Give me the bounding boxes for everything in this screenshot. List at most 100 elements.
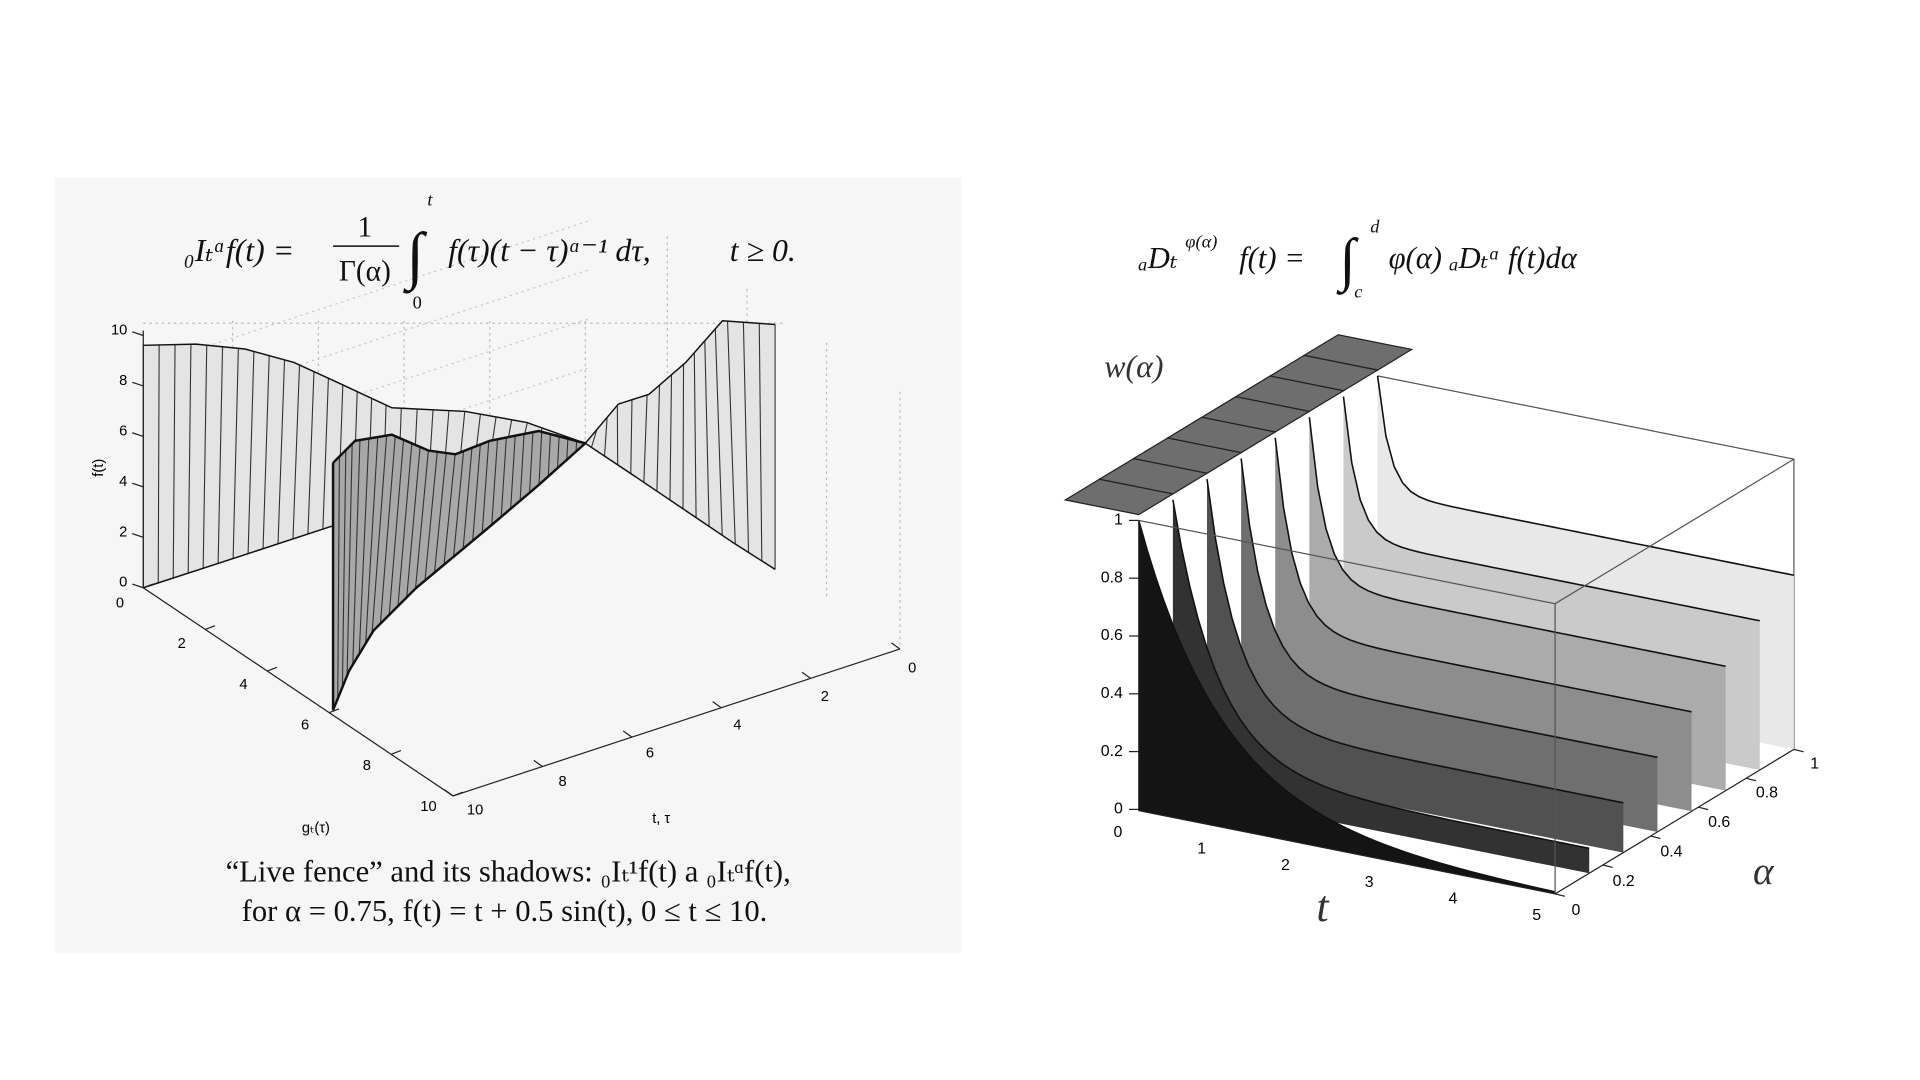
tick-mark — [533, 759, 543, 768]
w-tick-label: 1 — [1114, 512, 1123, 529]
sheet-edge — [1240, 458, 1658, 759]
integral-lower: c — [1354, 282, 1362, 302]
fence-post — [758, 323, 763, 561]
t-tick-label: 4 — [733, 717, 741, 733]
fence-post — [693, 352, 697, 518]
w-tick-label: 0.8 — [1101, 569, 1123, 586]
t-tick-label: 4 — [1449, 890, 1458, 907]
formula-denominator: Γ(α) — [339, 255, 391, 287]
formula-lhs-rest: f(t) = — [1239, 241, 1305, 275]
tick-mark — [1554, 893, 1566, 897]
t-tick-label: 6 — [646, 746, 654, 762]
fence-post — [443, 454, 456, 565]
fence-post — [424, 451, 438, 581]
alpha-axis-label: α — [1753, 850, 1775, 893]
g-tick-label: 6 — [301, 718, 309, 734]
tick-mark — [801, 671, 811, 679]
formula-integrand: φ(α) ₐDₜᵅ f(t)dα — [1389, 241, 1578, 275]
tick-mark — [390, 750, 402, 755]
fence-post — [433, 452, 447, 573]
g-tick-label: 2 — [178, 636, 186, 652]
sheet-edge — [1138, 520, 1556, 893]
fence-post — [742, 322, 750, 553]
fence-post — [397, 443, 413, 607]
fence-post — [414, 450, 429, 589]
t-tick-label: 0 — [908, 660, 916, 676]
tick-mark — [132, 482, 144, 488]
g-tick-label: 4 — [239, 677, 247, 693]
z-tick-label: 2 — [119, 524, 127, 540]
fence-post — [656, 385, 661, 492]
axis-line — [1138, 520, 1795, 895]
t-axis-label: t, τ — [652, 811, 670, 827]
alpha-tick-label: 0.4 — [1660, 843, 1682, 860]
alpha-tick-label: 0.8 — [1756, 785, 1778, 802]
fence-post — [292, 365, 301, 539]
fence-post — [556, 436, 560, 469]
integral-upper: t — [427, 190, 433, 210]
integral-upper: d — [1370, 217, 1380, 237]
t-tick-label: 3 — [1365, 874, 1374, 891]
fence-post — [202, 345, 208, 569]
fence-post — [669, 374, 673, 500]
alpha-tick-label: 0.6 — [1708, 814, 1730, 831]
grid-line — [143, 317, 591, 466]
right-plot: 0 0.2 0.4 0.6 0.8 1 0 1 2 3 4 5 0 0.2 0.4 0.6 0.8 1 w(α) t α — [1063, 334, 1819, 931]
fence-post — [157, 344, 160, 583]
w-tick-label: 0.4 — [1101, 685, 1123, 702]
fence-post — [500, 437, 507, 517]
tick-mark — [1698, 806, 1709, 811]
tick-mark — [328, 708, 340, 714]
tick-mark — [444, 789, 454, 797]
fence-post — [247, 351, 255, 554]
fence-post — [453, 451, 465, 557]
left-plot: 0 2 4 6 8 10 0 2 4 6 8 10 0 2 4 6 8 10 f(t) gₜ(τ) t, τ — [91, 219, 916, 837]
z-tick-label: 10 — [111, 322, 127, 338]
tick-mark — [452, 791, 464, 797]
fence-post — [277, 359, 286, 544]
fence-post — [322, 378, 329, 530]
fence-post — [341, 450, 347, 688]
fence-post — [529, 432, 534, 493]
tick-mark — [132, 381, 144, 387]
sheet-edge — [1342, 396, 1760, 622]
t-tick-label: 2 — [1281, 857, 1290, 874]
fence-post — [379, 436, 396, 624]
sheet — [1172, 499, 1590, 874]
t-tick-label: 1 — [1197, 841, 1206, 858]
fence-post — [566, 438, 569, 460]
t-tick-label: 10 — [467, 802, 483, 818]
caption-line: “Live fence” and its shadows: ₀Iₜ¹f(t) a… — [226, 855, 791, 889]
fence-post — [307, 371, 315, 534]
z-tick-label: 6 — [119, 423, 127, 439]
sheet-edge — [1172, 499, 1590, 850]
z-tick-label: 0 — [119, 575, 127, 591]
fence-post — [172, 344, 176, 579]
fence-post — [714, 328, 723, 536]
fence-post — [352, 439, 361, 665]
fence — [333, 431, 586, 711]
fence-post — [604, 417, 608, 457]
fence-post — [346, 443, 353, 676]
tick-mark — [205, 625, 216, 630]
fence-post — [358, 438, 370, 655]
g-tick-label: 8 — [363, 758, 371, 774]
tick-mark — [266, 666, 278, 672]
tick-mark — [132, 533, 144, 538]
sheet-edge — [1376, 375, 1795, 577]
t-tick-label: 2 — [821, 689, 829, 705]
fence-post — [472, 444, 481, 541]
sheet — [1241, 458, 1658, 832]
fence-bottom — [143, 442, 776, 589]
tick-mark — [132, 331, 144, 337]
w-tick-label: 0.6 — [1101, 627, 1123, 644]
t-tick-label: 0 — [1114, 824, 1123, 841]
fence-post — [590, 429, 598, 448]
fence-post — [406, 446, 421, 598]
z-axis-label: f(t) — [91, 459, 107, 477]
fence-post — [262, 355, 270, 549]
z-tick-label: 4 — [119, 474, 127, 490]
integral-sign: ∫ — [403, 220, 428, 295]
fence-post — [365, 437, 379, 644]
tick-mark — [712, 701, 722, 709]
